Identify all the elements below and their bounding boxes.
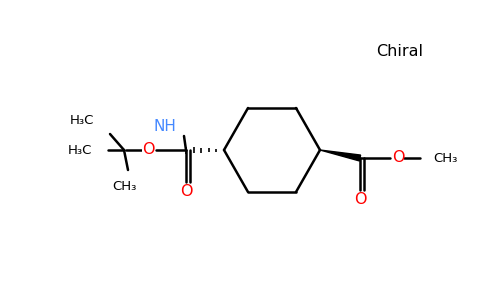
Text: NH: NH: [153, 119, 176, 134]
Text: O: O: [180, 184, 192, 200]
Text: CH₃: CH₃: [112, 181, 136, 194]
Text: H₃C: H₃C: [68, 143, 92, 157]
Text: O: O: [392, 151, 404, 166]
Polygon shape: [320, 150, 361, 161]
Text: CH₃: CH₃: [433, 152, 457, 164]
Text: O: O: [354, 193, 366, 208]
Text: Chiral: Chiral: [377, 44, 424, 59]
Text: O: O: [142, 142, 154, 158]
Text: H₃C: H₃C: [70, 113, 94, 127]
